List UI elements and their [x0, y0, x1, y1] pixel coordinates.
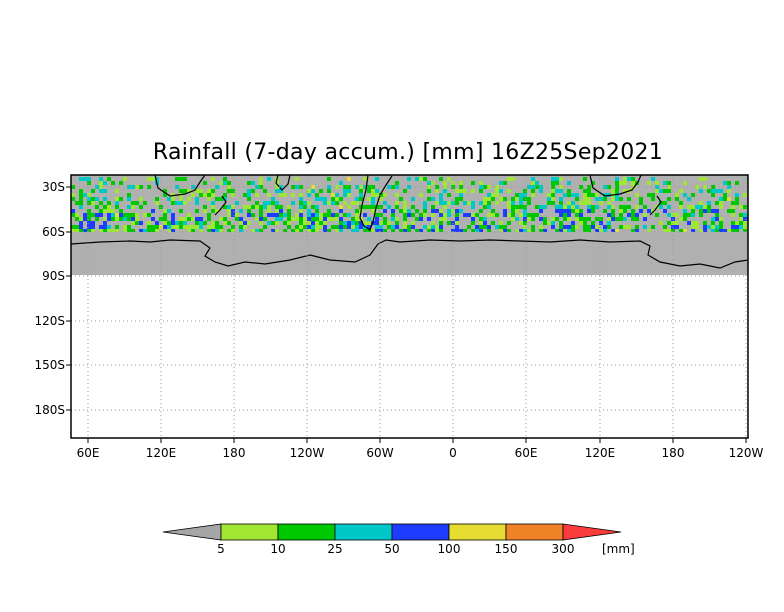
colorbar-label-100: 100: [438, 542, 461, 556]
lat-label-120s: 120S: [34, 314, 65, 328]
lon-label-180-right: 180: [662, 446, 685, 460]
precipitation-field: [71, 175, 748, 275]
colorbar-seg-100-150: [448, 523, 507, 541]
colorbar-label-300: 300: [552, 542, 575, 556]
lon-label-120e-left: 120E: [146, 446, 177, 460]
lon-label-120e-right: 120E: [585, 446, 616, 460]
colorbar-seg-lt5: [162, 523, 222, 541]
coastlines: [71, 175, 748, 269]
lat-label-150s: 150S: [34, 358, 65, 372]
colorbar: 5 10 25 50 100 150 300 [mm]: [162, 523, 635, 556]
colorbar-label-10: 10: [270, 542, 285, 556]
colorbar-seg-gt300: [562, 523, 622, 541]
graticule: [71, 175, 748, 438]
lon-label-180-left: 180: [223, 446, 246, 460]
lon-label-0: 0: [449, 446, 457, 460]
colorbar-seg-50-100: [391, 523, 450, 541]
colorbar-label-50: 50: [384, 542, 399, 556]
australia-coast-right: [589, 175, 642, 197]
antarctica-land: [71, 240, 748, 275]
lon-label-120w-right: 120W: [729, 446, 764, 460]
colorbar-seg-150-300: [505, 523, 564, 541]
lat-label-30s: 30S: [42, 180, 65, 194]
map-title: Rainfall (7-day accum.) [mm] 16Z25Sep202…: [152, 140, 664, 165]
colorbar-seg-10-25: [277, 523, 336, 541]
colorbar-seg-25-50: [334, 523, 393, 541]
colorbar-label-5: 5: [217, 542, 225, 556]
lat-label-90s: 90S: [42, 269, 65, 283]
ocean-gap: [71, 232, 748, 241]
antarctica-coast: [71, 239, 748, 269]
colorbar-seg-5-10: [220, 523, 279, 541]
new-zealand-coast-right: [649, 195, 662, 216]
colorbar-label-25: 25: [327, 542, 342, 556]
map-frame: [70, 174, 749, 439]
new-zealand-coast-left: [214, 195, 227, 216]
australia-coast-left: [154, 175, 206, 197]
lat-label-60s: 60S: [42, 225, 65, 239]
axis-ticks: [66, 186, 747, 443]
latitude-labels: 30S 60S 90S 120S 150S 180S: [34, 180, 65, 417]
south-africa-coast: [275, 175, 291, 191]
rain-cells: [71, 177, 748, 233]
lon-label-60e-left: 60E: [77, 446, 100, 460]
colorbar-unit: [mm]: [602, 542, 635, 556]
lon-label-60w: 60W: [366, 446, 393, 460]
lon-label-60e-right: 60E: [515, 446, 538, 460]
lat-label-180s: 180S: [34, 403, 65, 417]
lon-label-120w-left: 120W: [290, 446, 325, 460]
south-america-coast: [359, 175, 393, 231]
colorbar-label-150: 150: [495, 542, 518, 556]
longitude-labels: 60E 120E 180 120W 60W 0 60E 120E 180 120…: [77, 446, 764, 460]
